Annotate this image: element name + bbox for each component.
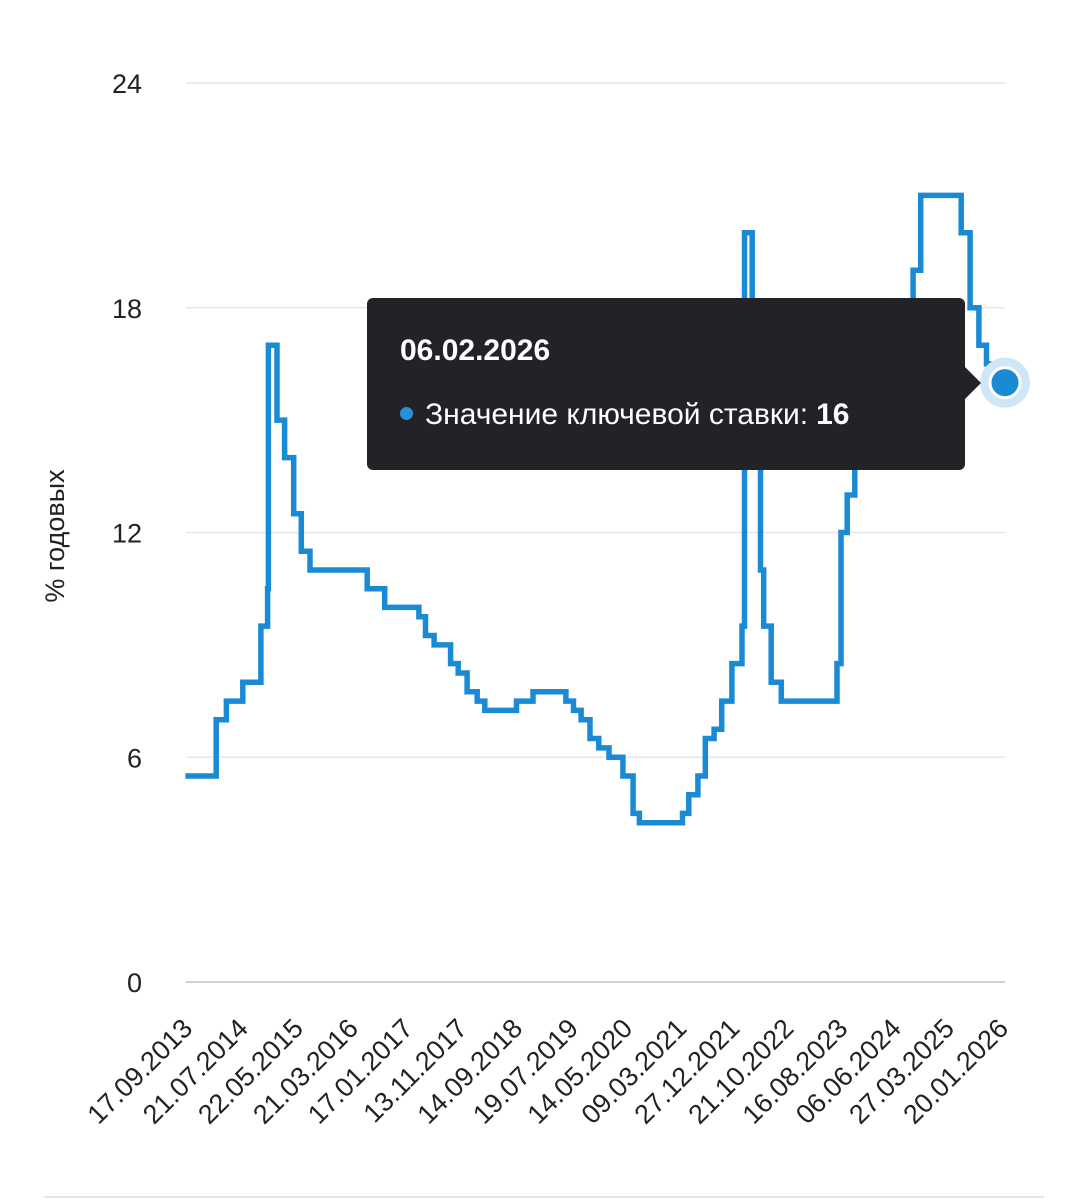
- y-tick-label: 18: [112, 294, 142, 324]
- hover-marker[interactable]: [980, 357, 1030, 408]
- series-line: [185, 192, 1005, 826]
- tooltip-label: Значение ключевой ставки:: [425, 398, 809, 431]
- tooltip-series-dot-icon: [400, 406, 413, 420]
- tooltip: 06.02.2026 Значение ключевой ставки: 16: [367, 298, 981, 470]
- tooltip-arrow: [965, 367, 981, 399]
- y-axis-label: % годовых: [40, 469, 70, 603]
- tooltip-date: 06.02.2026: [400, 334, 551, 367]
- y-tick-label: 0: [127, 968, 142, 998]
- grid-lines: [186, 82, 1005, 983]
- series-layer: [185, 192, 1005, 826]
- x-axis-tick-labels: 17.09.201321.07.201422.05.201521.03.2016…: [81, 1013, 1014, 1130]
- tooltip-row: Значение ключевой ставки: 16: [400, 398, 850, 432]
- y-axis-tick-labels: 0 6 12 18 24: [112, 69, 142, 998]
- tooltip-value: 16: [816, 398, 850, 431]
- y-tick-label: 12: [112, 519, 142, 549]
- hover-point[interactable]: [988, 366, 1022, 400]
- y-tick-label: 6: [127, 743, 142, 773]
- y-tick-label: 24: [112, 69, 142, 99]
- bottom-divider: [44, 1196, 1044, 1198]
